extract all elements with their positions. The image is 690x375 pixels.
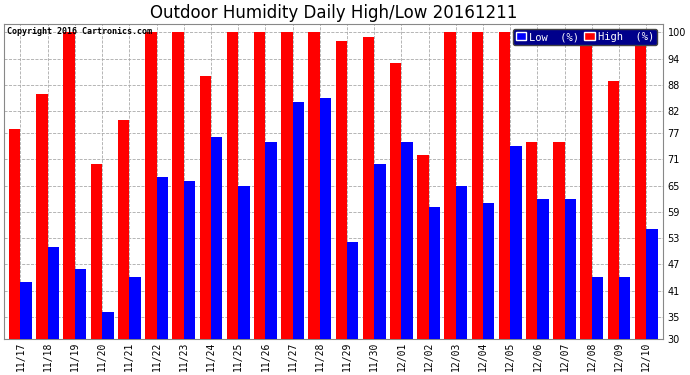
Bar [9, 129, 21, 339]
Bar [374, 164, 386, 339]
Bar [281, 33, 293, 339]
Bar [21, 282, 32, 339]
Bar [428, 207, 440, 339]
Legend: Low  (%), High  (%): Low (%), High (%) [513, 29, 658, 45]
Bar [390, 63, 402, 339]
Bar [238, 186, 250, 339]
Bar [402, 142, 413, 339]
Bar [266, 142, 277, 339]
Bar [417, 155, 428, 339]
Bar [319, 98, 331, 339]
Bar [471, 33, 483, 339]
Bar [184, 181, 195, 339]
Bar [335, 41, 347, 339]
Bar [608, 81, 619, 339]
Bar [227, 33, 238, 339]
Bar [199, 76, 211, 339]
Bar [456, 186, 467, 339]
Bar [526, 142, 538, 339]
Bar [635, 33, 647, 339]
Bar [592, 278, 603, 339]
Bar [444, 33, 456, 339]
Bar [538, 199, 549, 339]
Title: Outdoor Humidity Daily High/Low 20161211: Outdoor Humidity Daily High/Low 20161211 [150, 4, 517, 22]
Bar [37, 94, 48, 339]
Bar [129, 278, 141, 339]
Bar [510, 146, 522, 339]
Bar [254, 33, 266, 339]
Bar [75, 269, 86, 339]
Bar [647, 230, 658, 339]
Bar [308, 33, 319, 339]
Text: Copyright 2016 Cartronics.com: Copyright 2016 Cartronics.com [8, 27, 152, 36]
Bar [145, 33, 157, 339]
Bar [157, 177, 168, 339]
Bar [580, 33, 592, 339]
Bar [211, 138, 222, 339]
Bar [619, 278, 631, 339]
Bar [347, 243, 358, 339]
Bar [363, 37, 374, 339]
Bar [499, 33, 510, 339]
Bar [553, 142, 564, 339]
Bar [102, 312, 114, 339]
Bar [63, 33, 75, 339]
Bar [172, 33, 184, 339]
Bar [118, 120, 129, 339]
Bar [48, 247, 59, 339]
Bar [564, 199, 576, 339]
Bar [90, 164, 102, 339]
Bar [483, 203, 495, 339]
Bar [293, 102, 304, 339]
